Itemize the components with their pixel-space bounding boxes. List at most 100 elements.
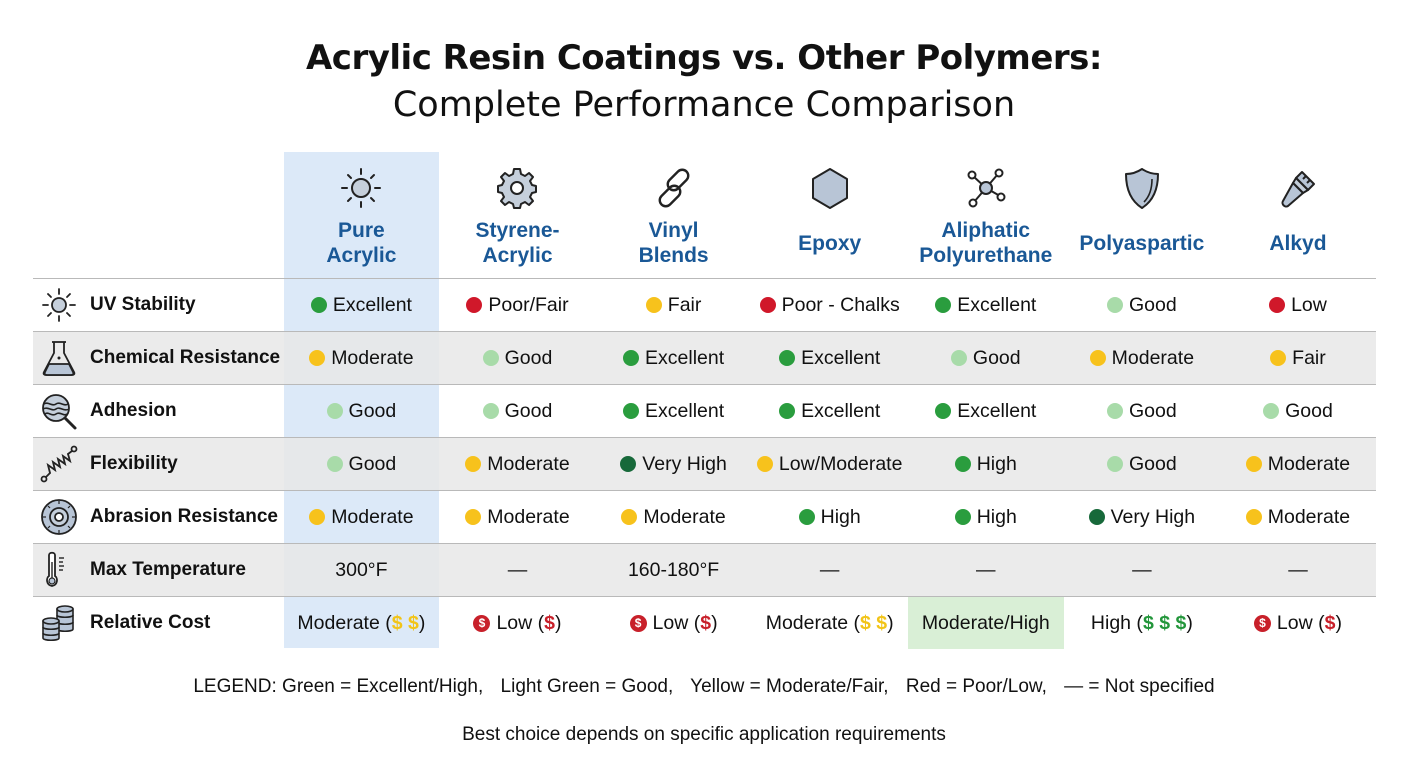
table-row-chemical-resistance: Chemical Resistance Moderate Good Excell…: [33, 331, 1376, 384]
status-dot: [309, 350, 326, 366]
table-cell: Fair: [1220, 332, 1376, 384]
molecule-icon: [967, 168, 1006, 208]
property-label: Abrasion Resistance: [90, 506, 278, 527]
status-dot: [466, 297, 483, 313]
table-cell: Good: [1064, 279, 1220, 331]
table-cell: —: [976, 558, 996, 581]
column-header-polyaspartic: Polyaspartic: [1064, 152, 1220, 278]
table-cell-highlighted: Moderate/High: [907, 597, 1064, 649]
coin-stack-icon: [42, 605, 74, 642]
status-dot: [779, 350, 796, 366]
column-header-alkyd: Alkyd: [1220, 152, 1376, 278]
table-cell: Moderate: [439, 438, 595, 490]
table-cell: $ Low ($): [596, 597, 752, 649]
table-cell: Poor/Fair: [439, 279, 595, 331]
table-cell: Good: [439, 385, 595, 437]
table-cell: Moderate: [283, 332, 439, 384]
table-cell: High: [752, 491, 908, 543]
status-dot: [759, 297, 776, 313]
status-dot: [1245, 456, 1262, 472]
status-dot: [482, 403, 499, 419]
table-cell: Low: [1220, 279, 1376, 331]
property-label: Relative Cost: [90, 612, 211, 633]
cost-symbols: $ $: [860, 611, 888, 634]
grinding-disc-icon: [41, 499, 77, 535]
status-dot: [1270, 350, 1287, 366]
status-dot: [623, 403, 640, 419]
cost-symbols: $: [544, 611, 556, 634]
status-dot: [1245, 509, 1262, 525]
table-cell: High: [908, 438, 1064, 490]
status-dot: [779, 403, 796, 419]
property-label: UV Stability: [90, 294, 196, 315]
table-cell: High ($ $ $): [1090, 611, 1193, 634]
title-line-2: Complete Performance Comparison: [392, 85, 1016, 125]
table-cell: Moderate ($ $): [297, 611, 426, 634]
status-dot: [310, 297, 327, 313]
status-dot: [1107, 403, 1123, 419]
status-dot: [1107, 297, 1123, 313]
status-dot: [935, 297, 952, 313]
status-dot: [798, 509, 815, 525]
table-cell: —: [819, 558, 840, 581]
table-cell: Very High: [596, 438, 752, 490]
table-row-flexibility: Flexibility Good Moderate Very High Low/…: [33, 437, 1376, 490]
cost-symbols: $: [700, 611, 712, 634]
status-dot: [756, 456, 773, 472]
table-cell: 160-180°F: [627, 558, 720, 581]
thermometer-icon: [46, 551, 64, 587]
table-cell: Excellent: [283, 279, 439, 331]
table-cell: Moderate ($ $): [765, 611, 894, 634]
status-dot: [1088, 509, 1105, 525]
gear-icon: [497, 168, 538, 209]
spring-icon: [40, 445, 78, 483]
status-dot: [482, 350, 499, 366]
table-cell: 300°F: [335, 558, 388, 581]
table-row-adhesion: Adhesion Good Good Excellent Excellent E…: [33, 384, 1376, 437]
table-cell: Good: [283, 438, 439, 490]
status-dot: [309, 509, 326, 525]
table-cell: Good: [1064, 438, 1220, 490]
table-cell: Good: [283, 385, 439, 437]
property-label: Adhesion: [90, 400, 177, 421]
column-header-aliphatic-polyurethane: Aliphatic Polyurethane: [908, 152, 1064, 278]
status-dot: [1269, 297, 1286, 313]
table-cell: Moderate: [1064, 332, 1220, 384]
table-cell: High: [908, 491, 1064, 543]
dollar-coin-icon: $: [473, 614, 491, 632]
dollar-coin-icon: $: [1253, 614, 1271, 632]
status-dot: [1263, 403, 1280, 419]
column-header-epoxy: Epoxy: [752, 152, 908, 278]
table-cell: Excellent: [752, 332, 908, 384]
status-dot: [465, 509, 482, 525]
table-row-uv-stability: UV Stability Excellent Poor/Fair Fair Po…: [33, 278, 1376, 331]
table-cell: $ Low ($): [1220, 597, 1376, 649]
status-dot: [620, 456, 637, 472]
status-dot: [326, 403, 343, 419]
table-cell: Excellent: [596, 332, 752, 384]
status-dot: [645, 297, 662, 313]
table-cell: $ Low ($): [439, 597, 595, 649]
hexagon-icon: [811, 168, 848, 209]
table-cell: —: [1288, 558, 1308, 581]
chain-link-icon: [658, 168, 690, 208]
cost-symbols: $ $ $: [1142, 611, 1187, 634]
table-cell: Excellent: [908, 385, 1064, 437]
status-dot: [1089, 350, 1106, 366]
table-cell: Good: [1064, 385, 1220, 437]
table-cell: Low/Moderate: [752, 438, 908, 490]
flask-icon: [42, 341, 76, 376]
comparison-table: Pure Acrylic Styrene- Acrylic: [33, 152, 1376, 649]
shield-icon: [1124, 168, 1159, 209]
table-cell: Moderate: [596, 491, 752, 543]
table-cell: Moderate: [283, 491, 439, 543]
table-cell: Excellent: [752, 385, 908, 437]
table-cell: Excellent: [596, 385, 752, 437]
table-cell: Good: [439, 332, 595, 384]
title-line-1: Acrylic Resin Coatings vs. Other Polymer…: [305, 38, 1103, 78]
table-cell: Good: [908, 332, 1064, 384]
table-cell: Moderate: [1220, 438, 1376, 490]
property-label: Max Temperature: [90, 559, 246, 580]
table-cell: Good: [1220, 385, 1376, 437]
table-cell: Moderate: [1220, 491, 1376, 543]
